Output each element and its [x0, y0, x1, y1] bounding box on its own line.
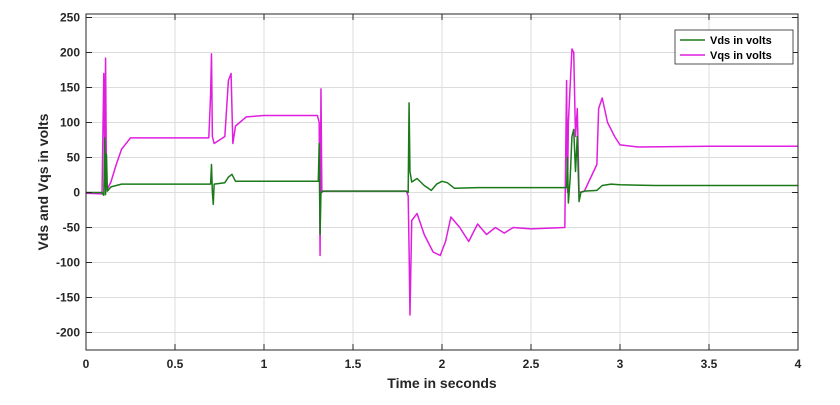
legend: Vds in volts Vqs in volts	[674, 29, 794, 65]
y-tick-label: -50	[63, 221, 81, 235]
legend-box	[674, 29, 794, 65]
x-tick-label: 1	[261, 357, 268, 371]
y-tick-label: -100	[56, 256, 80, 270]
x-tick-label: 3	[617, 357, 624, 371]
y-tick-label: 100	[60, 116, 80, 130]
y-tick-label: 150	[60, 81, 80, 95]
legend-label-vds: Vds in volts	[710, 35, 772, 47]
y-tick-label: 0	[73, 186, 80, 200]
series-layer	[85, 48, 798, 316]
x-tick-label: 2.5	[523, 357, 540, 371]
y-tick-label: 250	[60, 11, 80, 25]
x-axis-label: Time in seconds	[387, 375, 497, 391]
series-line-vqs	[85, 48, 798, 316]
y-tick-label: 50	[67, 151, 81, 165]
y-tick-label: 200	[60, 46, 80, 60]
x-tick-label: 0.5	[167, 357, 184, 371]
y-tick-label: -150	[56, 291, 80, 305]
series-line-vds	[86, 102, 798, 236]
y-axis-label: Vds and Vqs in volts	[35, 113, 51, 250]
x-tick-label: 0	[83, 357, 90, 371]
x-tick-label: 3.5	[701, 357, 718, 371]
legend-label-vqs: Vqs in volts	[710, 50, 772, 62]
x-tick-label: 2	[439, 357, 446, 371]
x-tick-label: 1.5	[345, 357, 362, 371]
ticks-layer: 0 0.5 1 1.5 2 2.5 3 3.5 4 -200 -150 -100 -50 0 50 100 15…	[56, 11, 802, 372]
y-tick-label: -200	[56, 326, 80, 340]
x-tick-label: 4	[795, 357, 802, 371]
